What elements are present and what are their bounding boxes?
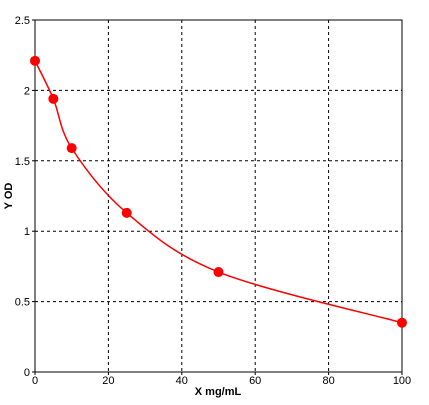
x-tick-label: 60 [249, 375, 261, 387]
x-tick-label: 0 [32, 375, 38, 387]
y-axis-title: Y OD [3, 183, 15, 210]
data-point [30, 55, 40, 66]
data-point [66, 143, 77, 154]
data-point [213, 267, 224, 278]
x-tick-label: 80 [322, 375, 334, 387]
y-tick-label: 1 [24, 226, 30, 238]
x-tick-label: 100 [393, 375, 411, 387]
x-axis-title: X mg/mL [195, 386, 242, 398]
plot-area [35, 20, 402, 372]
y-tick-label: 0 [24, 367, 30, 379]
y-tick-label: 0.5 [15, 297, 30, 309]
y-tick-label: 1.5 [15, 156, 30, 168]
x-tick-label: 20 [102, 375, 114, 387]
y-tick-label: 2 [24, 85, 30, 97]
y-tick-label: 2.5 [15, 15, 30, 27]
plot-border [34, 19, 403, 373]
data-point [397, 317, 407, 328]
x-tick-label: 40 [176, 375, 188, 387]
data-point [48, 93, 59, 104]
data-point [121, 207, 132, 218]
